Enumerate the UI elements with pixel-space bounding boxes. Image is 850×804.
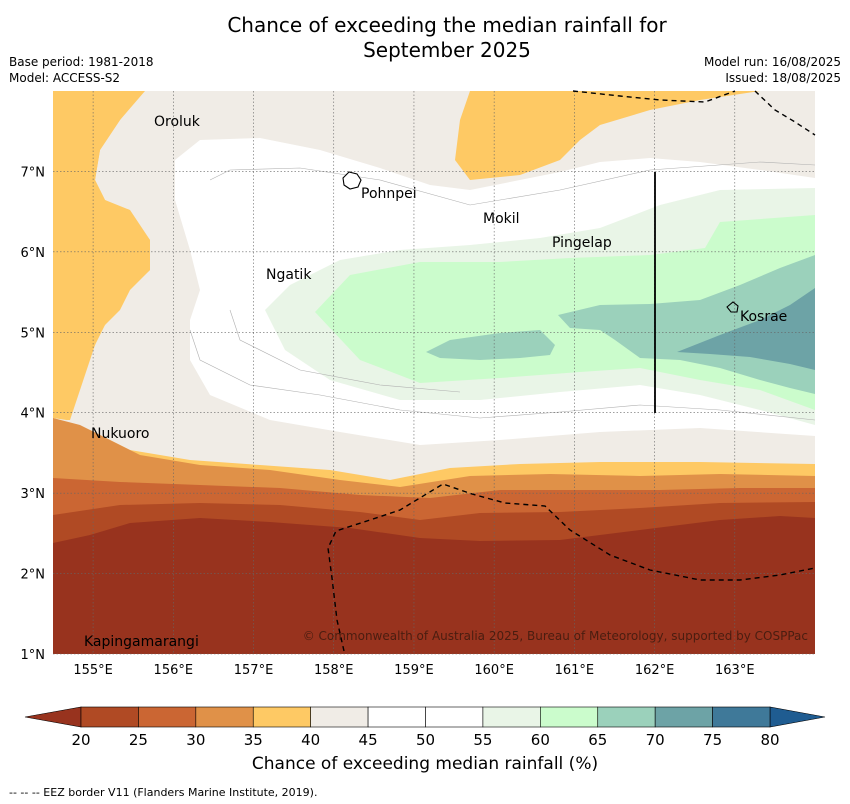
- colorbar-bin: [425, 706, 484, 728]
- place-label-nukuoro: Nukuoro: [91, 426, 149, 442]
- place-label-pohnpei: Pohnpei: [361, 186, 417, 202]
- place-label-ngatik: Ngatik: [266, 267, 312, 283]
- lon-tick-label: 158°E: [314, 663, 354, 678]
- lon-tick-label: 155°E: [73, 663, 113, 678]
- graticule: [53, 91, 815, 655]
- colorbar-tick-label: 75: [703, 731, 722, 749]
- colorbar-title: Chance of exceeding median rainfall (%): [251, 754, 599, 774]
- colorbar-bin: [138, 706, 197, 728]
- title-line-1: Chance of exceeding the median rainfall …: [227, 13, 667, 37]
- lat-tick-label: 5°N: [21, 326, 46, 341]
- lat-tick-label: 4°N: [21, 407, 46, 422]
- title-line-2: September 2025: [363, 38, 531, 62]
- colorbar-over-arrow: [769, 706, 826, 728]
- lat-tick-label: 7°N: [21, 165, 46, 180]
- colorbar-bin: [252, 706, 311, 728]
- contour-65-70-west: [426, 330, 555, 360]
- longitude-tick-labels: 155°E 156°E 157°E 158°E 159°E 160°E 161°E 162°E…: [73, 663, 754, 678]
- lon-tick-label: 159°E: [394, 663, 434, 678]
- contour-fill: [53, 91, 815, 654]
- colorbar-tick-label: 60: [531, 731, 550, 749]
- place-label-kapingamarangi: Kapingamarangi: [84, 634, 199, 650]
- lat-tick-label: 2°N: [21, 568, 46, 583]
- colorbar-bin: [712, 706, 771, 728]
- copyright-note: © Commonwealth of Australia 2025, Bureau…: [303, 629, 808, 643]
- colorbar-tick-label: 40: [301, 731, 320, 749]
- base-period-label: Base period: 1981-2018: [9, 55, 154, 69]
- colorbar-tick-label: 30: [186, 731, 205, 749]
- colorbar-tick-label: 45: [359, 731, 378, 749]
- lat-tick-label: 6°N: [21, 246, 46, 261]
- lon-tick-label: 157°E: [234, 663, 274, 678]
- lat-tick-label: 1°N: [21, 648, 46, 663]
- lon-tick-label: 161°E: [555, 663, 595, 678]
- colorbar-tick-label: 50: [416, 731, 435, 749]
- eez-border: [327, 90, 816, 652]
- lon-tick-label: 162°E: [635, 663, 675, 678]
- contour-below-20: [53, 516, 815, 654]
- colorbar-tick-label: 35: [244, 731, 263, 749]
- colorbar-bin: [195, 706, 254, 728]
- lon-tick-label: 160°E: [474, 663, 514, 678]
- pohnpei-island: [342, 171, 362, 190]
- place-label-mokil: Mokil: [483, 211, 520, 227]
- colorbar-tick-label: 20: [71, 731, 90, 749]
- colorbar-tick-label: 70: [646, 731, 665, 749]
- lon-tick-label: 156°E: [154, 663, 194, 678]
- colorbar-tick-label: 65: [588, 731, 607, 749]
- contour-70-75: [677, 288, 815, 370]
- lat-tick-label: 3°N: [21, 487, 46, 502]
- model-label: Model: ACCESS-S2: [9, 71, 121, 85]
- colorbar-bin: [597, 706, 656, 728]
- contour-65-70: [558, 255, 815, 394]
- colorbar-tick-label: 55: [473, 731, 492, 749]
- colorbar-bin: [80, 706, 139, 728]
- meta-left: Base period: 1981-2018 Model: ACCESS-S2: [9, 54, 154, 86]
- place-label-oroluk: Oroluk: [154, 114, 201, 130]
- eez-footer-note: -- -- -- EEZ border V11 (Flanders Marine…: [9, 786, 318, 799]
- meta-right: Model run: 16/08/2025 Issued: 18/08/2025: [704, 54, 841, 86]
- kosrae-island: [726, 301, 739, 313]
- colorbar-bin: [482, 706, 541, 728]
- colorbar: 20 25 30 35 40 45 50 55 60 65 70 75 80: [24, 706, 826, 749]
- model-run-label: Model run: 16/08/2025: [703, 55, 841, 69]
- colorbar-bin: [310, 706, 369, 728]
- colorbar-tick-label: 80: [760, 731, 779, 749]
- lon-tick-label: 163°E: [715, 663, 755, 678]
- colorbar-under-arrow: [24, 706, 82, 728]
- colorbar-bin: [367, 706, 426, 728]
- contour-35-40-west: [53, 91, 150, 420]
- colorbar-bin: [654, 706, 713, 728]
- place-labels: Oroluk Pohnpei Mokil Pingelap Ngatik Kos…: [84, 114, 787, 650]
- colorbar-bin: [540, 706, 599, 728]
- place-label-kosrae: Kosrae: [740, 309, 787, 325]
- colorbar-tick-label: 25: [129, 731, 148, 749]
- latitude-tick-labels: 1°N 2°N 3°N 4°N 5°N 6°N 7°N: [21, 165, 46, 663]
- place-label-pingelap: Pingelap: [552, 235, 612, 251]
- issued-label: Issued: 18/08/2025: [725, 71, 841, 85]
- map-title: Chance of exceeding the median rainfall …: [0, 13, 850, 63]
